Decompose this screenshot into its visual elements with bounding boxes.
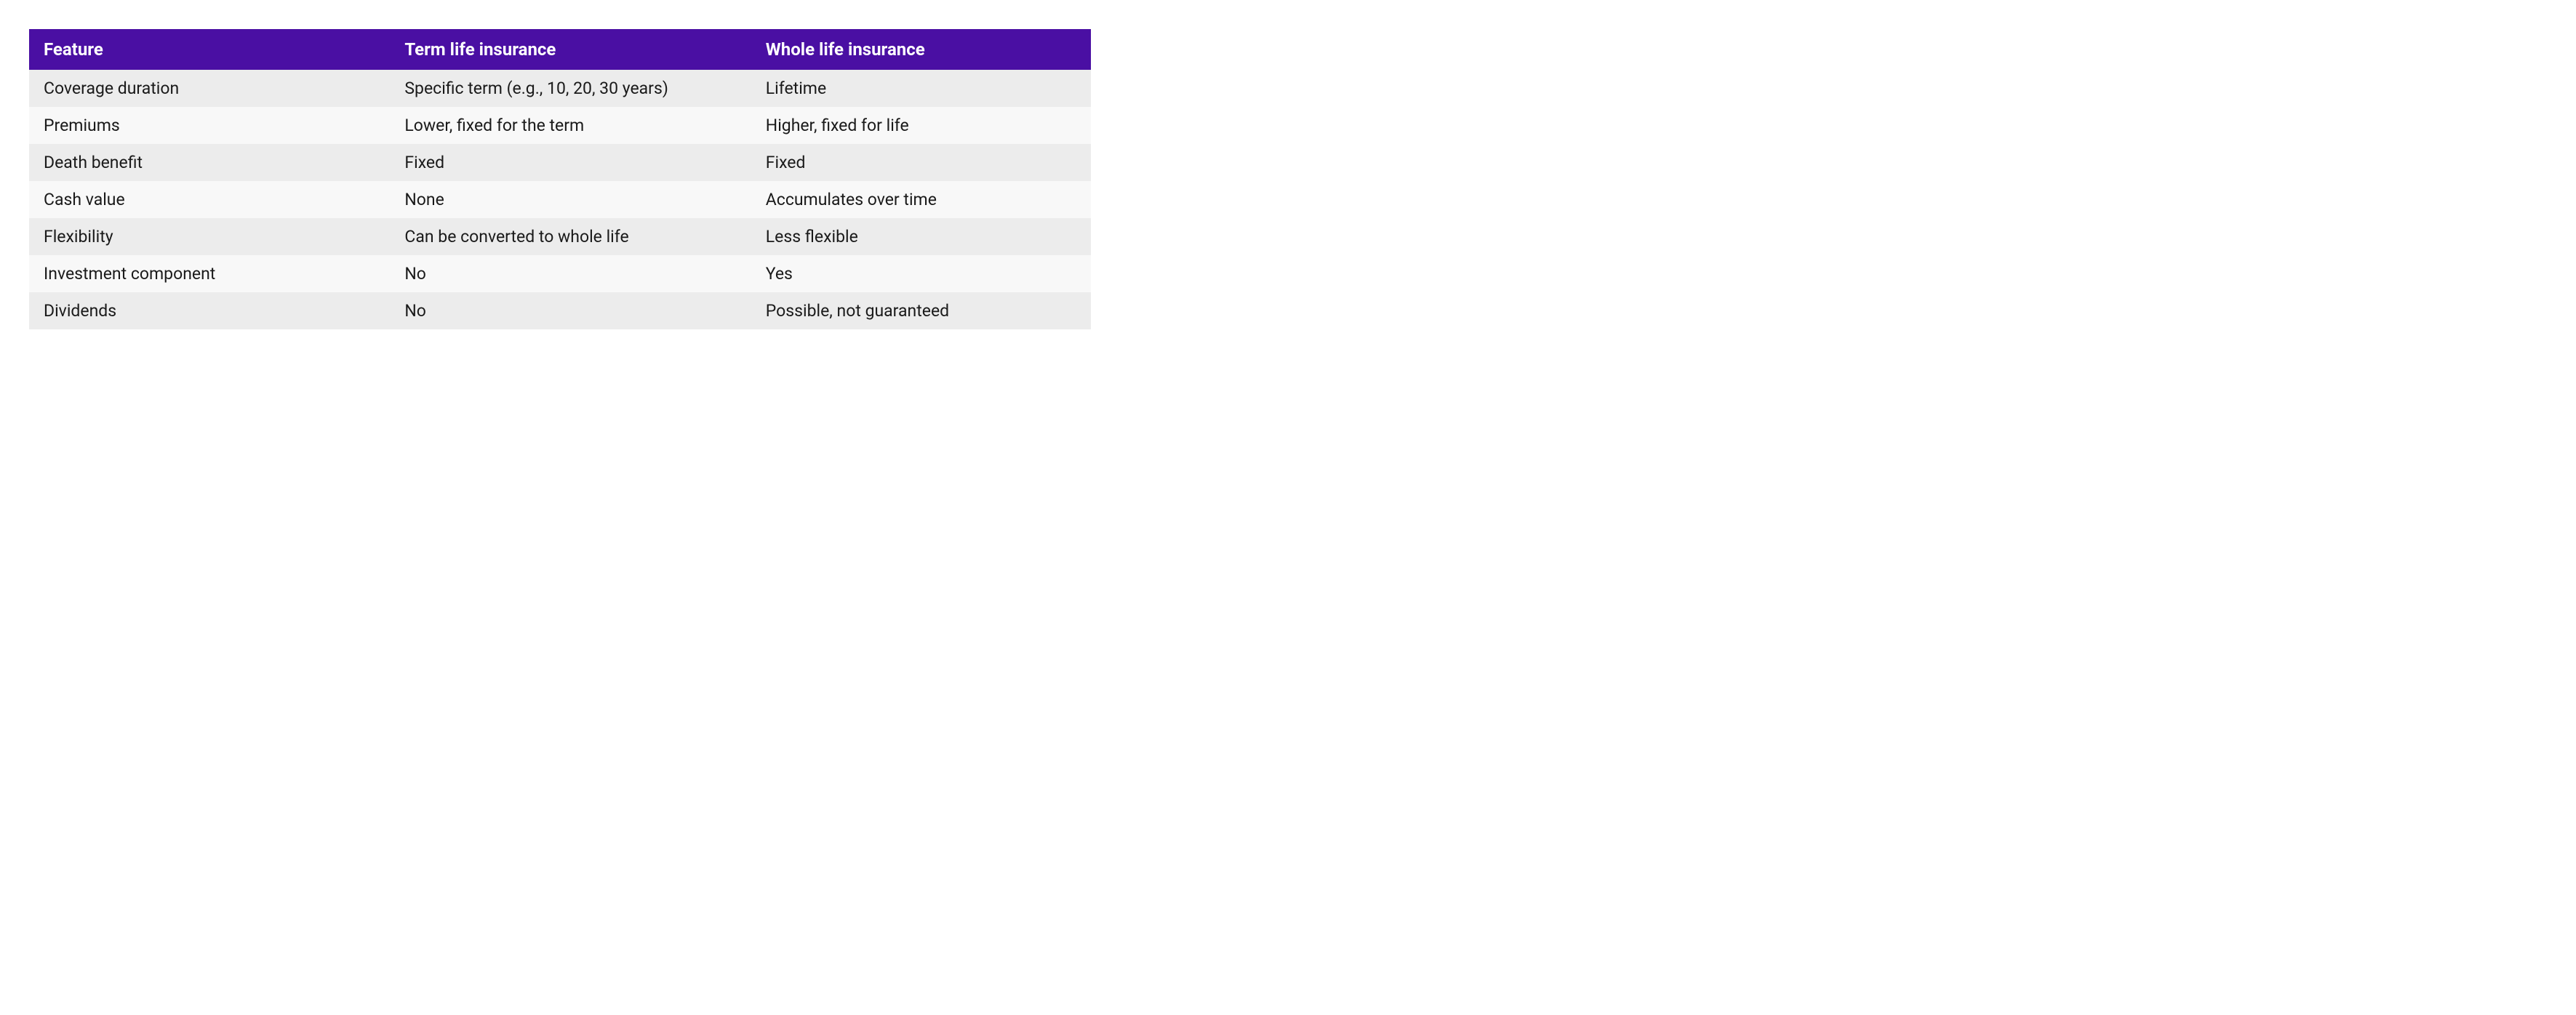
- table-row: Investment component No Yes: [29, 255, 1091, 292]
- cell-feature: Cash value: [29, 181, 390, 218]
- table-row: Premiums Lower, fixed for the term Highe…: [29, 107, 1091, 144]
- cell-feature: Dividends: [29, 292, 390, 329]
- cell-whole: Possible, not guaranteed: [751, 292, 1091, 329]
- table-row: Dividends No Possible, not guaranteed: [29, 292, 1091, 329]
- cell-term: None: [390, 181, 751, 218]
- cell-whole: Accumulates over time: [751, 181, 1091, 218]
- cell-whole: Lifetime: [751, 70, 1091, 107]
- col-header-term: Term life insurance: [390, 29, 751, 70]
- cell-whole: Higher, fixed for life: [751, 107, 1091, 144]
- table-row: Coverage duration Specific term (e.g., 1…: [29, 70, 1091, 107]
- cell-feature: Coverage duration: [29, 70, 390, 107]
- cell-term: Can be converted to whole life: [390, 218, 751, 255]
- table-row: Flexibility Can be converted to whole li…: [29, 218, 1091, 255]
- cell-whole: Yes: [751, 255, 1091, 292]
- table-header-row: Feature Term life insurance Whole life i…: [29, 29, 1091, 70]
- comparison-table: Feature Term life insurance Whole life i…: [29, 29, 1091, 329]
- cell-feature: Death benefit: [29, 144, 390, 181]
- cell-term: No: [390, 292, 751, 329]
- cell-whole: Less flexible: [751, 218, 1091, 255]
- cell-whole: Fixed: [751, 144, 1091, 181]
- cell-feature: Premiums: [29, 107, 390, 144]
- col-header-whole: Whole life insurance: [751, 29, 1091, 70]
- table-body: Coverage duration Specific term (e.g., 1…: [29, 70, 1091, 329]
- table-row: Cash value None Accumulates over time: [29, 181, 1091, 218]
- table-row: Death benefit Fixed Fixed: [29, 144, 1091, 181]
- cell-term: Fixed: [390, 144, 751, 181]
- cell-term: No: [390, 255, 751, 292]
- cell-feature: Flexibility: [29, 218, 390, 255]
- cell-feature: Investment component: [29, 255, 390, 292]
- cell-term: Lower, fixed for the term: [390, 107, 751, 144]
- col-header-feature: Feature: [29, 29, 390, 70]
- cell-term: Specific term (e.g., 10, 20, 30 years): [390, 70, 751, 107]
